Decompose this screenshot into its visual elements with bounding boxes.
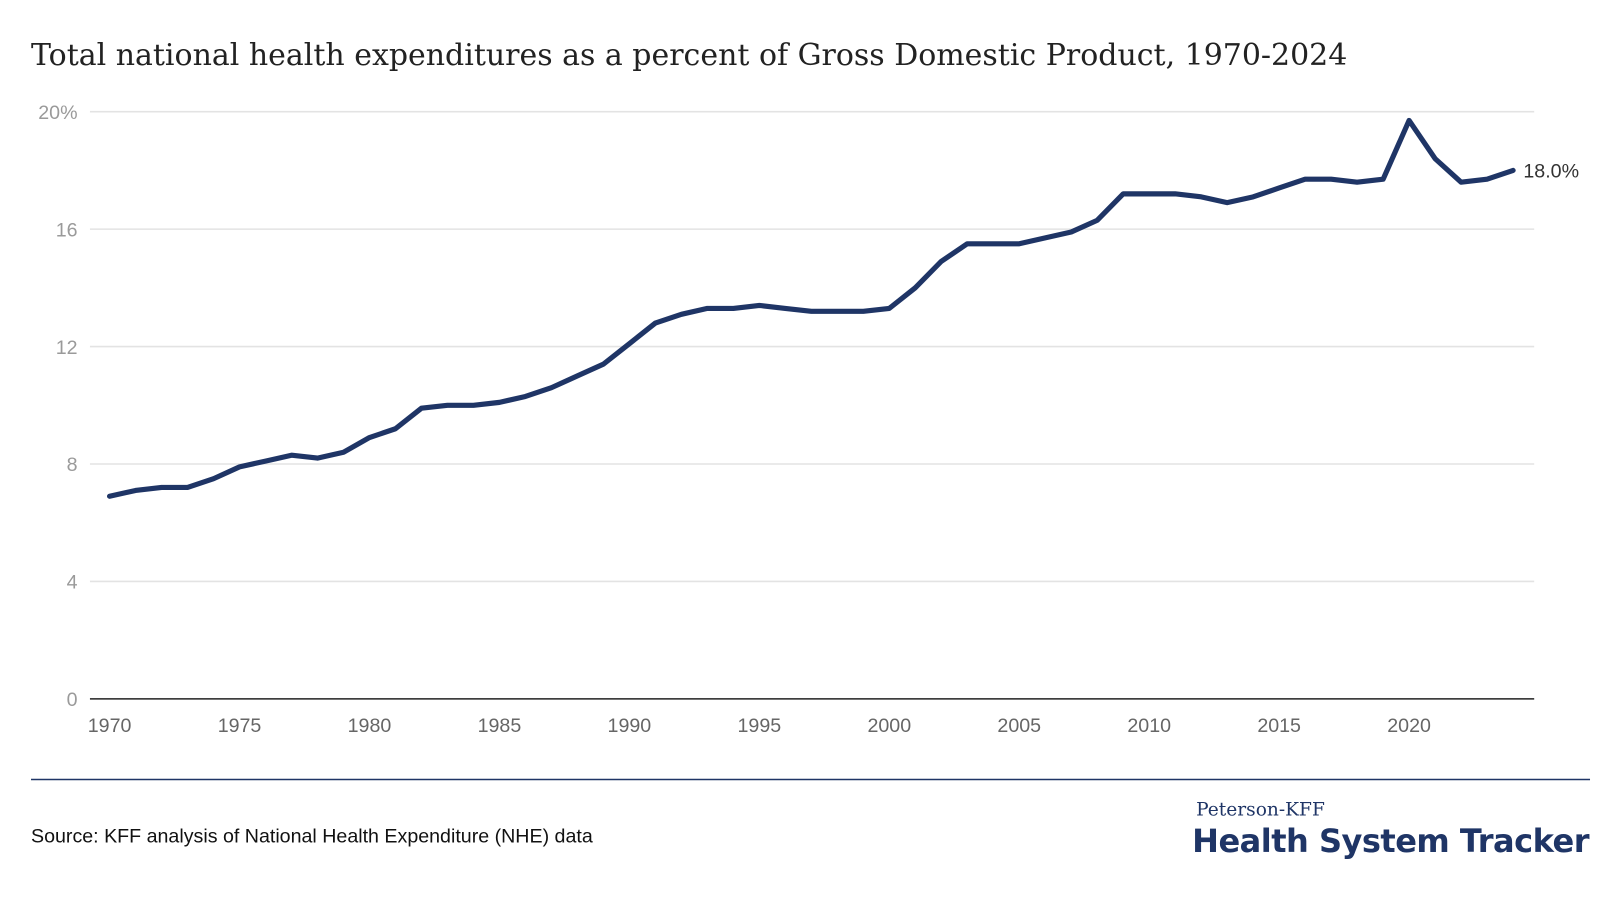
x-axis-ticks: 1970 1975 1980 1985 1990 1995 2000 2005 2010 2015… <box>88 715 1431 737</box>
x-tick-label: 1990 <box>608 715 652 737</box>
brand-top-text: Peterson-KFF <box>1196 800 1325 821</box>
x-tick-label: 1970 <box>88 715 132 737</box>
series-line-nhe-gdp <box>107 117 1516 499</box>
y-tick-label: 12 <box>56 337 78 359</box>
x-tick-label: 2020 <box>1387 715 1431 737</box>
x-tick-label: 1975 <box>218 715 262 737</box>
gridlines <box>89 110 1535 583</box>
x-tick-label: 1980 <box>348 715 392 737</box>
x-tick-label: 1985 <box>478 715 522 737</box>
y-tick-label: 20% <box>38 102 77 124</box>
x-tick-label: 2005 <box>997 715 1041 737</box>
y-axis-ticks: 0 4 8 12 16 20% <box>38 102 77 711</box>
x-tick-label: 2000 <box>867 715 911 737</box>
x-tick-label: 1995 <box>738 715 782 737</box>
x-tick-label: 2015 <box>1257 715 1301 737</box>
y-tick-label: 0 <box>67 689 78 711</box>
end-value-label: 18.0% <box>1523 161 1579 183</box>
brand-logo: Peterson-KFF Health System Tracker <box>1192 800 1590 860</box>
x-tick-label: 2010 <box>1127 715 1171 737</box>
source-note: Source: KFF analysis of National Health … <box>31 826 593 848</box>
y-tick-label: 16 <box>56 219 78 241</box>
y-tick-label: 4 <box>67 572 78 594</box>
y-tick-label: 8 <box>67 454 78 476</box>
brand-main-text: Health System Tracker <box>1192 822 1590 860</box>
chart-title: Total national health expenditures as a … <box>31 38 1347 73</box>
